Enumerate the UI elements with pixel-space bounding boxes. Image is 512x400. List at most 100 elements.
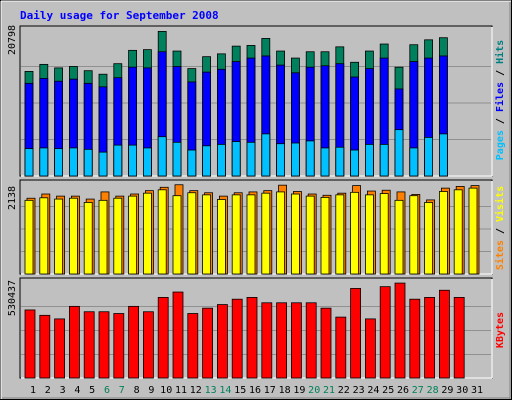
visits-sites-bar-day-13 [202,194,212,275]
hits-legend-item: Files [494,82,506,112]
hits-legend-item: / [495,112,506,130]
hits-pages-bar-day-7 [113,144,123,177]
kbytes-kbytes-bar-day-17 [261,302,273,379]
day-label-15: 15 [234,385,246,396]
day-label-16: 16 [249,385,261,396]
day-label-13: 13 [205,385,217,396]
visits-legend-item: Visits [494,186,506,222]
visits-sites-bar-day-16 [246,194,256,275]
visits-max-label: 2138 [7,186,18,210]
hits-pages-bar-day-26 [394,129,404,177]
hits-pages-bar-day-6 [98,151,108,177]
visits-sites-bar-day-12 [187,192,197,275]
kbytes-kbytes-bar-day-19 [290,302,302,379]
kbytes-kbytes-bar-day-21 [320,307,332,379]
visits-sites-bar-day-9 [142,192,152,275]
kbytes-kbytes-bar-day-22 [335,316,347,379]
kbytes-kbytes-bar-day-28 [424,297,436,379]
kbytes-kbytes-bar-day-29 [438,289,450,379]
visits-sites-bar-day-4 [69,197,78,275]
kbytes-kbytes-bar-day-27 [409,298,421,379]
kbytes-kbytes-bar-day-15 [231,298,243,379]
hits-pages-bar-day-5 [83,148,93,177]
hits-pages-bar-day-8 [128,144,138,177]
day-label-7: 7 [119,385,125,396]
visits-sites-bar-day-5 [83,202,93,275]
day-label-10: 10 [160,385,172,396]
hits-pages-bar-day-17 [261,133,271,177]
kbytes-kbytes-bar-day-6 [98,311,110,379]
day-label-1: 1 [30,385,36,396]
hits-pages-bar-day-9 [142,147,152,177]
hits-pages-bar-day-19 [290,142,300,177]
visits-sites-bar-day-25 [379,193,389,275]
day-label-12: 12 [190,385,202,396]
day-label-6: 6 [104,385,110,396]
kbytes-kbytes-bar-day-24 [364,318,376,379]
day-label-30: 30 [456,385,468,396]
visits-sites-bar-day-18 [276,191,286,275]
day-label-31: 31 [471,385,483,396]
day-label-14: 14 [219,385,231,396]
day-label-17: 17 [264,385,276,396]
visits-sites-bar-day-23 [350,191,360,275]
hits-pages-bar-day-28 [424,136,434,177]
visits-sites-bar-day-28 [424,202,434,275]
day-label-3: 3 [60,385,66,396]
day-label-26: 26 [397,385,409,396]
hits-pages-bar-day-15 [231,141,241,177]
kbytes-kbytes-bar-day-1 [24,309,36,379]
day-label-18: 18 [279,385,291,396]
visits-sites-bar-day-7 [113,197,123,275]
visits-sites-bar-day-10 [157,189,167,275]
visits-sites-bar-day-6 [98,199,108,275]
hits-pages-bar-day-29 [438,133,448,177]
day-label-21: 21 [323,385,335,396]
visits-sites-bar-day-27 [409,195,419,275]
visits-sites-bar-day-11 [172,195,182,275]
kbytes-kbytes-bar-day-12 [187,313,199,379]
day-label-4: 4 [74,385,80,396]
day-label-5: 5 [89,385,95,396]
kbytes-kbytes-bar-day-25 [379,286,391,379]
kbytes-kbytes-bar-day-2 [39,314,51,379]
kbytes-kbytes-bar-day-9 [142,311,154,379]
visits-sites-bar-day-21 [320,196,330,275]
hits-pages-bar-day-27 [409,147,419,177]
kbytes-kbytes-bar-day-13 [202,307,214,379]
kbytes-kbytes-bar-day-20 [305,302,317,379]
kbytes-kbytes-bar-day-11 [172,291,184,379]
kbytes-kbytes-bar-day-16 [246,297,258,379]
hits-legend-item: Pages [495,130,506,160]
kbytes-legend: KBytes [495,312,506,348]
visits-sites-bar-day-2 [39,197,49,275]
visits-sites-bar-day-8 [128,195,138,275]
kbytes-kbytes-bar-day-8 [128,305,140,379]
hits-pages-bar-day-1 [24,148,34,177]
day-label-8: 8 [134,385,140,396]
visits-legend-item: / [495,222,506,240]
hits-pages-bar-day-25 [379,144,389,177]
hits-pages-bar-day-20 [305,140,315,177]
visits-sites-bar-day-31 [468,187,478,275]
hits-pages-bar-day-3 [54,148,63,177]
visits-sites-bar-day-22 [335,194,345,275]
day-label-22: 22 [338,385,350,396]
visits-sites-bar-day-24 [364,194,374,275]
hits-pages-bar-day-13 [202,145,212,177]
kbytes-kbytes-bar-day-10 [157,297,169,379]
kbytes-kbytes-bar-day-3 [54,318,65,379]
day-label-27: 27 [412,385,424,396]
hits-pages-bar-day-4 [69,147,78,177]
hits-legend-item: Hits [494,40,506,64]
hits-pages-bar-day-2 [39,147,49,177]
hits-legend-item: / [495,64,506,82]
day-label-24: 24 [367,385,379,396]
hits-pages-bar-day-14 [216,144,226,177]
visits-sites-bar-day-19 [290,193,300,275]
visits-sites-bar-day-15 [231,194,241,275]
hits-pages-bar-day-18 [276,143,286,177]
day-label-9: 9 [148,385,154,396]
day-label-11: 11 [175,385,187,396]
